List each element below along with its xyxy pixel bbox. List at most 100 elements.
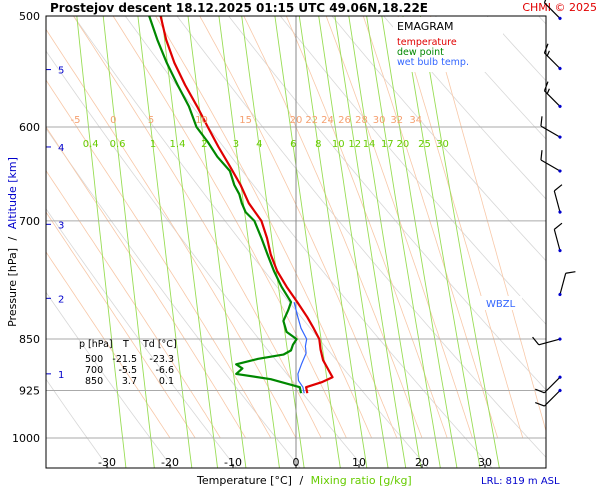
x-tick-label: -30 [98, 456, 116, 469]
y-axis-label-pressure: Pressure [hPa] [6, 248, 19, 327]
mixing-ratio-line [161, 16, 218, 468]
mixing-ratio-line [102, 16, 155, 468]
wind-barb-staff [540, 159, 561, 172]
moist-adiabat-line [46, 79, 272, 439]
chart-title: Prostejov descent 18.12.2025 01:15 UTC 4… [50, 1, 428, 15]
wind-barb-staff [538, 338, 561, 346]
mixing-ratio-line [348, 16, 422, 468]
wind-barb-station-dot [558, 249, 562, 253]
table-header-td: Td [°C] [142, 339, 177, 350]
table-cell-t: 3.7 [122, 376, 137, 387]
wind-barb-station-dot [558, 210, 562, 214]
dry-adiabat-line [46, 291, 173, 468]
wind-barb-staff [544, 390, 561, 407]
mixing-ratio-label: 14 [363, 139, 376, 150]
y-tick-label: 700 [19, 215, 40, 228]
theta-label: 20 [290, 115, 303, 126]
wind-barb-station-dot [558, 66, 562, 71]
legend: EMAGRAM temperature dew point wet bulb t… [393, 17, 503, 72]
mixing-ratio-label: 1.4 [170, 139, 186, 150]
x-tick-label: 20 [415, 456, 429, 469]
wind-barb-half-feather [546, 88, 550, 94]
wind-barb-staff [553, 190, 561, 213]
wind-barb-feather [532, 336, 540, 346]
copyright-label: CHMI © 2025 [522, 1, 597, 14]
wind-barb-station-dot [558, 169, 562, 173]
mixing-ratio-label: 0.6 [110, 139, 126, 150]
theta-label: 24 [321, 115, 334, 126]
moist-adiabat-line [46, 169, 221, 439]
x-tick-label: 0 [293, 456, 300, 469]
mixing-ratio-line [318, 16, 389, 468]
dry-adiabat-line [46, 208, 237, 468]
mixing-ratio-line [274, 16, 341, 468]
wind-barb-staff [544, 2, 561, 19]
wind-barb-staff [540, 125, 561, 138]
mixing-ratio-line [76, 16, 127, 468]
mixing-ratio-line [298, 16, 368, 468]
table-cell-p: 700 [85, 365, 103, 376]
x-tick-label: -20 [161, 456, 179, 469]
wind-barb-station-dot [558, 135, 562, 139]
table-cell-td: -6.6 [155, 365, 174, 376]
wind-barb-feather [535, 388, 545, 394]
theta-label: 26 [338, 115, 351, 126]
dry-adiabat-line [383, 16, 546, 200]
table-cell-p: 500 [85, 354, 103, 365]
x-axis-label-separator: / [299, 474, 303, 487]
mixing-ratio-label: 10 [332, 139, 345, 150]
dry-adiabat-line [46, 378, 109, 468]
theta-label: 22 [305, 115, 318, 126]
theta-label: 30 [373, 115, 386, 126]
series-line-wet-bulb-temp [293, 301, 308, 394]
wind-barb [553, 222, 563, 253]
dry-adiabat-line [73, 16, 429, 468]
mixing-ratio-line [218, 16, 280, 468]
wind-barb [535, 388, 562, 407]
wind-barb-feather [543, 0, 549, 4]
series-line-temperature [159, 15, 334, 394]
x-axis-label: Temperature [°C] / Mixing ratio [g/kg] [196, 474, 412, 487]
legend-title: EMAGRAM [397, 20, 454, 33]
wind-barb [558, 271, 576, 297]
mixing-ratio-line [402, 16, 481, 468]
y-axis-label-altitude: Altitude [km] [6, 157, 19, 229]
moist-adiabat-line [46, 251, 171, 439]
mixing-ratio-label: 2 [201, 139, 207, 150]
wind-barb-station-dot [558, 292, 562, 297]
y-axis-label-separator: / [6, 236, 19, 240]
moist-adiabat-line [285, 16, 448, 439]
mixing-ratio-label: 12 [348, 139, 361, 150]
x-axis-label-temperature: Temperature [°C] [196, 474, 292, 487]
wind-barb-staff [544, 376, 561, 394]
table-cell-td: -23.3 [149, 354, 174, 365]
wind-barb-staff [553, 229, 561, 251]
wind-barb-feather [553, 222, 563, 230]
dry-adiabat-line [228, 16, 546, 391]
table-header-p: p [hPa] [79, 339, 113, 350]
mixing-ratio-label: 8 [315, 139, 321, 150]
theta-label: 15 [239, 115, 252, 126]
dry-adiabat-line [46, 127, 301, 468]
lrl-label: LRL: 819 m ASL [481, 476, 560, 487]
wind-barb [540, 116, 562, 139]
x-tick-label: 10 [352, 456, 366, 469]
moist-adiabat-line [46, 28, 297, 439]
legend-item-temperature: temperature [397, 37, 457, 48]
mixing-ratio-line [366, 16, 441, 468]
theta-label: 32 [390, 115, 403, 126]
table-header-t: T [122, 339, 129, 350]
altitude-tick-label: 5 [58, 66, 64, 77]
mixing-ratio-line [334, 16, 407, 468]
moist-adiabat-line [46, 126, 246, 439]
theta-label: -5 [71, 115, 81, 126]
wind-barb [540, 150, 562, 173]
mixing-ratio-label: 0.4 [83, 139, 99, 150]
dry-adiabat-line [46, 50, 365, 468]
wind-barb-feather [540, 116, 543, 127]
mixing-ratio-line [381, 16, 458, 468]
background-grid [46, 16, 546, 468]
legend-item-wet-bulb: wet bulb temp. [397, 57, 469, 68]
legend-box [393, 17, 503, 72]
moist-adiabat-line [362, 16, 498, 439]
